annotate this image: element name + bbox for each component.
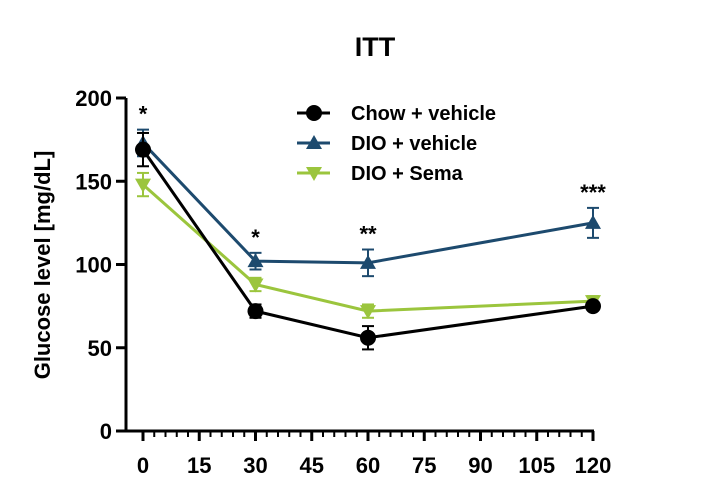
axes: 0 50 100 150 200 0 15 30 45 60 75 90 105 120	[75, 86, 611, 478]
plot-area: ** *****	[135, 102, 606, 351]
y-tick-label: 100	[75, 253, 112, 278]
x-tick-label: 105	[518, 453, 555, 478]
x-tick-label: 75	[412, 453, 436, 478]
legend-label: DIO + Sema	[351, 163, 464, 185]
legend-item: Chow + vehicle	[297, 103, 496, 125]
series-chow-vehicle	[135, 131, 601, 351]
data-point	[360, 254, 376, 269]
x-tick-label: 120	[575, 453, 612, 478]
chart-title: ITT	[355, 32, 396, 62]
data-point	[247, 253, 264, 268]
data-point	[585, 214, 601, 229]
series-line	[141, 141, 594, 265]
legend-label: Chow + vehicle	[351, 103, 496, 125]
series-dio-vehicle	[135, 128, 601, 278]
x-tick-label: 90	[468, 453, 492, 478]
significance-annotation: *	[251, 225, 260, 250]
x-tick-label: 45	[300, 453, 324, 478]
data-point	[360, 329, 376, 346]
significance-annotation: *	[139, 102, 148, 127]
x-tick-label: 0	[137, 453, 149, 478]
legend-item: DIO + Sema	[297, 163, 464, 185]
data-point	[247, 278, 264, 293]
data-point	[360, 305, 376, 320]
y-tick-label: 0	[100, 419, 112, 444]
data-point	[135, 178, 151, 193]
x-tick-label: 60	[356, 453, 380, 478]
x-tick-label: 30	[243, 453, 267, 478]
y-tick-label: 200	[75, 86, 112, 111]
legend-item: DIO + vehicle	[297, 133, 477, 155]
legend-label: DIO + vehicle	[351, 133, 477, 155]
y-axis-label: Glucose level [mg/dL]	[30, 151, 55, 380]
x-tick-label: 15	[187, 453, 211, 478]
series-line	[142, 183, 594, 313]
legend-marker	[306, 167, 322, 181]
data-point	[247, 303, 264, 320]
series-line	[141, 148, 594, 340]
data-point	[135, 141, 151, 158]
y-tick-label: 50	[88, 336, 112, 361]
data-point	[585, 298, 601, 315]
y-tick-label: 150	[75, 169, 112, 194]
significance-annotation: ***	[580, 180, 606, 205]
legend-marker	[306, 105, 322, 121]
legend: Chow + vehicle DIO + vehicle DIO + Sema	[297, 103, 496, 185]
legend-marker	[306, 135, 322, 149]
significance-annotation: **	[359, 222, 377, 247]
